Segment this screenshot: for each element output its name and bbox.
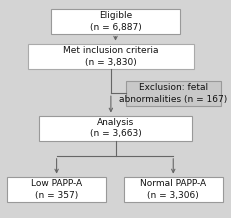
FancyBboxPatch shape (124, 177, 223, 202)
Text: Analysis
(n = 3,663): Analysis (n = 3,663) (90, 118, 141, 138)
FancyBboxPatch shape (39, 116, 192, 141)
Text: Normal PAPP-A
(n = 3,306): Normal PAPP-A (n = 3,306) (140, 179, 206, 199)
Text: Exclusion: fetal
abnormalities (n = 167): Exclusion: fetal abnormalities (n = 167) (119, 83, 227, 104)
Text: Low PAPP-A
(n = 357): Low PAPP-A (n = 357) (31, 179, 82, 199)
FancyBboxPatch shape (51, 9, 180, 34)
FancyBboxPatch shape (28, 44, 194, 69)
Text: Met inclusion criteria
(n = 3,830): Met inclusion criteria (n = 3,830) (63, 46, 159, 66)
FancyBboxPatch shape (7, 177, 106, 202)
Text: Eligible
(n = 6,887): Eligible (n = 6,887) (90, 11, 141, 32)
FancyBboxPatch shape (126, 81, 221, 106)
